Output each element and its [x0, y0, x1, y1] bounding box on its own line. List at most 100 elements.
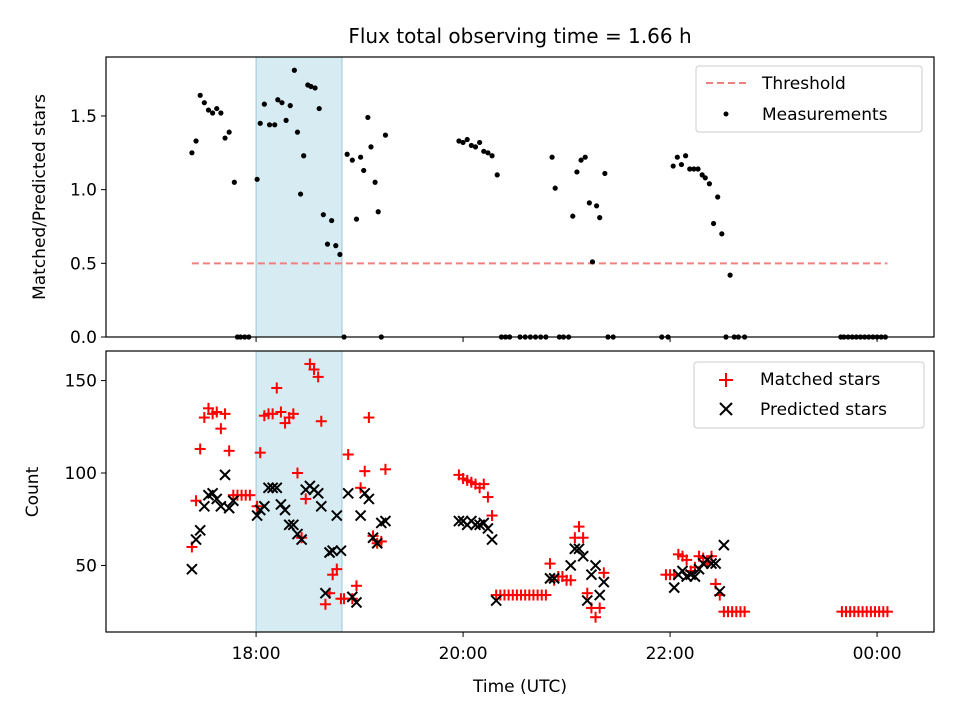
predicted-star-point: [335, 544, 347, 557]
predicted-stars-points: [186, 469, 730, 609]
measurement-point: [715, 194, 721, 200]
measurement-point: [582, 154, 588, 160]
matched-star-point: [202, 402, 214, 414]
measurement-point: [316, 105, 322, 112]
predicted-star-point: [565, 559, 577, 572]
predicted-star-point: [371, 537, 383, 549]
measurement-point: [589, 259, 596, 265]
measurement-point: [320, 212, 326, 218]
matched-star-point: [478, 478, 490, 490]
measurement-point: [593, 203, 600, 209]
predicted-star-point: [705, 557, 718, 570]
legend-predicted-swatch: [719, 402, 733, 416]
matched-star-point: [271, 382, 283, 394]
predicted-star-point: [363, 493, 375, 505]
predicted-star-point: [251, 509, 263, 522]
measurement-point: [226, 129, 232, 135]
matched-star-point: [482, 491, 494, 503]
matched-star-point: [312, 371, 324, 383]
measurement-point: [485, 150, 491, 156]
measurement-point: [301, 153, 307, 159]
predicted-star-point: [266, 482, 279, 494]
matched-star-point: [327, 569, 339, 581]
measurement-point: [456, 138, 462, 144]
matched-star-point: [275, 406, 287, 418]
predicted-star-point: [544, 572, 556, 585]
bottom-x-tick-label: 20:00: [439, 644, 488, 664]
matched-star-point: [486, 510, 498, 522]
matched-star-point: [279, 417, 291, 429]
matched-star-point: [573, 521, 585, 533]
matched-star-point: [739, 606, 751, 618]
matched-star-point: [331, 563, 343, 575]
bottom-legend-box: [693, 361, 925, 429]
top-x-ticks: [255, 337, 878, 342]
matched-star-point: [577, 532, 589, 544]
measurement-point: [287, 103, 293, 109]
predicted-star-point: [227, 495, 240, 507]
measurement-point: [214, 105, 220, 112]
predicted-star-point: [453, 515, 465, 527]
bottom-x-tick-label: 22:00: [646, 644, 695, 664]
matched-star-point: [881, 606, 893, 618]
top-plot-frame: [105, 56, 935, 338]
measurement-point: [702, 175, 708, 181]
predicted-star-point: [342, 487, 354, 500]
measurement-point: [706, 181, 713, 187]
legend-threshold-label: Threshold: [761, 74, 846, 94]
measurement-point: [353, 216, 360, 222]
top-legend: Threshold Measurements: [695, 65, 923, 133]
legend-matched-swatch: [719, 373, 733, 387]
matched-star-point: [254, 447, 266, 459]
predicted-star-point: [283, 519, 295, 531]
predicted-star-point: [331, 509, 343, 522]
predicted-star-point: [350, 596, 363, 609]
matched-star-point: [565, 574, 577, 586]
matched-star-point: [590, 611, 602, 623]
predicted-star-point: [482, 522, 494, 535]
matched-star-point: [291, 467, 303, 479]
measurement-point: [691, 166, 697, 172]
predicted-star-point: [718, 539, 730, 551]
measurement-point: [472, 144, 479, 150]
predicted-star-point: [490, 594, 502, 607]
bottom-y-axis-label: Count: [23, 466, 43, 517]
measurement-point: [329, 217, 335, 224]
measurement-point: [279, 100, 285, 106]
predicted-star-point: [585, 568, 598, 581]
measurement-point: [372, 179, 378, 185]
top-y-tick-label: 0.5: [70, 254, 97, 274]
predicted-star-point: [709, 557, 722, 570]
matched-star-point: [244, 489, 256, 501]
matched-star-point: [194, 443, 206, 455]
predicted-star-point: [312, 487, 324, 500]
measurement-point: [261, 101, 267, 107]
measurement-point: [670, 163, 676, 169]
predicted-star-point: [577, 550, 589, 562]
measurement-point: [308, 83, 314, 90]
measurement-point: [687, 166, 693, 172]
predicted-star-point: [379, 515, 392, 527]
matched-star-point: [350, 580, 362, 592]
bottom-x-tick-label: 00:00: [853, 644, 902, 664]
predicted-star-point: [714, 585, 726, 598]
matched-star-point: [190, 495, 202, 507]
measurement-point: [333, 243, 339, 249]
matched-star-point: [215, 423, 227, 435]
predicted-star-point: [469, 519, 482, 531]
predicted-star-point: [198, 500, 211, 512]
matched-star-point: [315, 415, 327, 427]
measurement-point: [695, 166, 701, 172]
measurement-point: [358, 154, 364, 160]
matched-star-point: [359, 465, 371, 477]
predicted-star-point: [271, 482, 283, 494]
bottom-y-ticks: 50 100 150: [65, 372, 106, 576]
predicted-star-point: [326, 544, 339, 557]
measurement-point: [586, 200, 592, 206]
top-y-tick-label: 1.5: [70, 107, 97, 127]
legend-measurements-label: Measurements: [762, 105, 888, 125]
matched-star-point: [211, 406, 223, 418]
matched-star-point: [540, 589, 552, 601]
measurement-point: [678, 161, 685, 168]
